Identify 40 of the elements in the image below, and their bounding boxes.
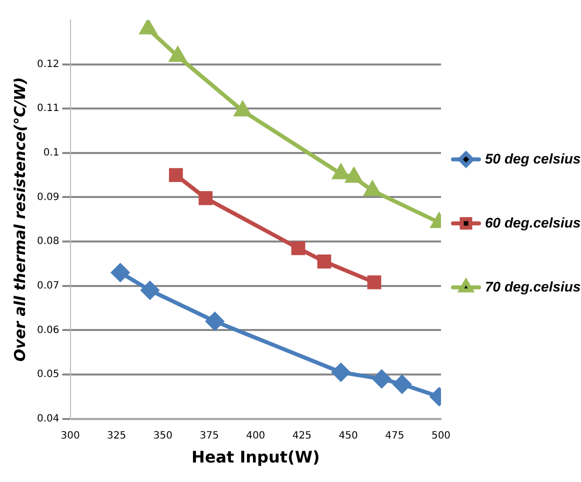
x-tick-label: 350 [153,430,172,442]
point [346,168,362,183]
x-tick-label: 300 [60,430,80,442]
legend-label: 50 deg celsius [485,150,581,166]
legend-label: 60 deg.celsius [485,214,581,230]
x-tick-label: 500 [431,430,451,442]
point [170,47,186,62]
y-tick-label: 0.07 [37,280,60,292]
point [367,275,382,290]
point [393,375,412,394]
x-tick-label: 450 [338,430,358,442]
x-tick-label: 425 [292,430,312,442]
point [168,168,183,182]
y-tick-label: 0.04 [37,413,60,424]
point [364,182,380,196]
y-tick-label: 0.12 [37,58,60,70]
point [332,164,349,180]
y-tick-label: 0.09 [37,192,60,203]
point [140,20,156,34]
point [332,363,350,382]
point [291,241,306,256]
x-axis-title: Heat Input(W) [191,448,320,467]
y-tick-label: 0.06 [37,324,60,336]
point [206,312,224,330]
point [198,191,213,206]
y-tick-label: 0.1 [43,148,60,159]
y-axis-title: Over all thermal resistence(°C/W) [10,77,29,362]
y-tick-label: 0.11 [37,103,60,114]
point [317,254,332,268]
x-tick-label: 475 [385,430,404,442]
point [111,264,130,282]
legend-label: 70 deg.celsius [485,278,581,294]
point [234,102,251,116]
x-tick-label: 400 [246,430,266,442]
x-tick-label: 375 [200,430,219,442]
x-tick-label: 325 [107,430,126,442]
point [372,370,391,388]
point [140,281,159,300]
y-tick-label: 0.08 [37,236,60,248]
y-tick-label: 0.05 [37,369,60,380]
